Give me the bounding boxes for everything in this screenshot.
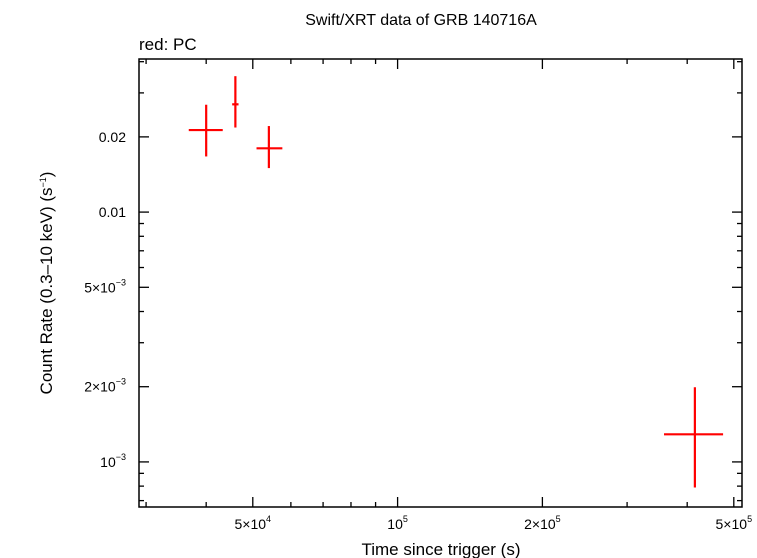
y-tick-label-exponent: −3 xyxy=(116,452,126,462)
axis-tick-labels: 5×104 105 2×105 5×10510−32×10−35×10−30.010.… xyxy=(84,129,752,532)
plot-frame xyxy=(138,58,743,508)
x-tick-label: 105 xyxy=(387,514,408,532)
y-tick-label-mantissa: 10 xyxy=(100,454,116,470)
x-tick-label: 5×104 xyxy=(235,514,272,532)
axis-ticks xyxy=(139,59,742,507)
x-tick-label-mantissa: 5×10 xyxy=(716,516,748,532)
data-point xyxy=(232,76,239,128)
x-tick-label-exponent: 4 xyxy=(266,514,271,524)
x-tick-label-exponent: 5 xyxy=(403,514,408,524)
y-tick-label: 10−3 xyxy=(100,452,126,470)
chart-subtitle: red: PC xyxy=(139,35,197,54)
data-point xyxy=(188,104,223,157)
data-point xyxy=(664,387,724,488)
x-tick-label: 5×105 xyxy=(716,514,753,532)
x-tick-label-exponent: 5 xyxy=(556,514,561,524)
y-axis-label-close: ) xyxy=(37,172,56,178)
y-tick-label: 0.01 xyxy=(99,204,126,220)
y-axis-label-sup: −1 xyxy=(38,177,48,187)
y-tick-label-exponent: −3 xyxy=(116,377,126,387)
y-tick-label-exponent: −3 xyxy=(116,277,126,287)
y-tick-label-mantissa: 0.01 xyxy=(99,204,126,220)
data-points xyxy=(188,76,724,488)
x-tick-label-mantissa: 5×10 xyxy=(235,516,267,532)
y-tick-label: 0.02 xyxy=(99,129,126,145)
x-axis-label: Time since trigger (s) xyxy=(361,540,520,558)
x-tick-label-mantissa: 10 xyxy=(387,516,403,532)
y-tick-label-mantissa: 0.02 xyxy=(99,129,126,145)
y-tick-label: 2×10−3 xyxy=(84,377,126,395)
x-tick-label-mantissa: 2×10 xyxy=(524,516,556,532)
y-tick-label-mantissa: 2×10 xyxy=(84,379,116,395)
y-tick-label: 5×10−3 xyxy=(84,277,126,295)
x-tick-label: 2×105 xyxy=(524,514,561,532)
y-axis-label: Count Rate (0.3–10 keV) (s−1) xyxy=(37,172,56,395)
x-tick-label-exponent: 5 xyxy=(747,514,752,524)
data-point xyxy=(256,126,283,169)
y-tick-label-mantissa: 5×10 xyxy=(84,279,116,295)
chart-title: Swift/XRT data of GRB 140716A xyxy=(305,12,537,29)
y-axis-label-main: Count Rate (0.3–10 keV) (s xyxy=(37,187,56,394)
